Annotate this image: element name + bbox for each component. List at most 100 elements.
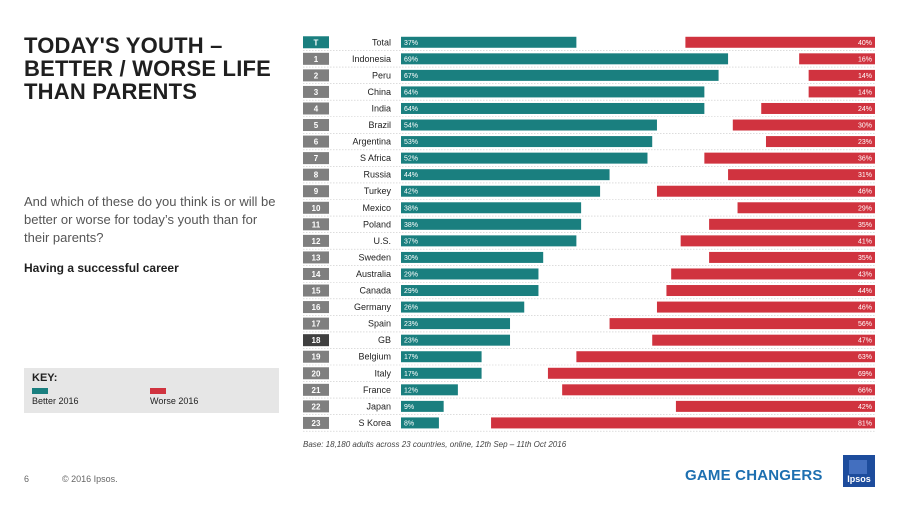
country-label: Argentina — [352, 137, 391, 147]
question-text: And which of these do you think is or wi… — [24, 194, 276, 245]
legend-key: KEY: Better 2016 Worse 2016 — [24, 368, 279, 413]
country-label: Germany — [354, 302, 392, 312]
country-label: Belgium — [358, 352, 391, 362]
rank-box — [303, 36, 329, 49]
rank-box — [303, 234, 329, 247]
worse-bar — [732, 119, 875, 131]
worse-bar — [680, 235, 875, 247]
worse-bar — [808, 69, 875, 81]
better-value-label: 38% — [404, 205, 418, 212]
page-title: TODAY'S YOUTH – BETTER / WORSE LIFE THAN… — [24, 33, 272, 104]
worse-bar — [799, 53, 875, 65]
country-label: Spain — [368, 319, 391, 329]
country-label: S Africa — [360, 153, 391, 163]
country-label: India — [371, 103, 391, 113]
game-changers-brand: GAME CHANGERS — [685, 467, 823, 484]
better-bar — [401, 152, 648, 164]
worse-bar — [671, 268, 875, 280]
worse-value-label: 42% — [858, 404, 872, 411]
better-value-label: 17% — [404, 371, 418, 378]
rank-label: 3 — [314, 88, 319, 97]
worse-value-label: 35% — [858, 222, 872, 229]
rank-box — [303, 201, 329, 214]
rank-box — [303, 69, 329, 82]
rank-label: 4 — [314, 104, 319, 113]
country-label: Turkey — [364, 186, 392, 196]
worse-value-label: 66% — [858, 387, 872, 394]
chart-subtitle: Having a successful career — [24, 261, 179, 275]
worse-value-label: 56% — [858, 321, 872, 328]
legend-swatch-worse — [150, 388, 166, 394]
worse-bar — [765, 136, 875, 148]
rank-box — [303, 350, 329, 363]
rank-label: 19 — [312, 353, 321, 362]
better-bar — [401, 86, 705, 98]
better-value-label: 64% — [404, 106, 418, 113]
better-bar — [401, 268, 539, 280]
worse-value-label: 29% — [858, 205, 872, 212]
rank-box — [303, 317, 329, 330]
worse-value-label: 43% — [858, 271, 872, 278]
better-value-label: 44% — [404, 172, 418, 179]
better-value-label: 53% — [404, 139, 418, 146]
rank-box — [303, 218, 329, 231]
country-label: France — [363, 385, 391, 395]
worse-bar — [652, 334, 875, 346]
country-label: Poland — [363, 219, 391, 229]
country-label: Italy — [374, 368, 391, 378]
better-bar — [401, 69, 719, 81]
better-bar — [401, 400, 444, 412]
better-value-label: 54% — [404, 123, 418, 130]
rank-box — [303, 85, 329, 98]
rank-box — [303, 185, 329, 198]
country-label: S Korea — [358, 418, 391, 428]
better-bar — [401, 185, 601, 197]
country-label: China — [367, 87, 391, 97]
better-bar — [401, 285, 539, 297]
better-bar — [401, 218, 582, 230]
rank-box — [303, 416, 329, 429]
worse-bar — [704, 152, 875, 164]
rank-box — [303, 334, 329, 347]
rank-label: 8 — [314, 171, 319, 180]
better-bar — [401, 351, 482, 363]
better-bar — [401, 334, 511, 346]
better-value-label: 12% — [404, 387, 418, 394]
rank-label: 11 — [312, 220, 321, 229]
worse-bar — [656, 185, 875, 197]
country-label: Brazil — [368, 120, 391, 130]
worse-bar — [761, 102, 875, 114]
legend-label-worse: Worse 2016 — [150, 396, 199, 406]
better-value-label: 9% — [404, 404, 414, 411]
ipsos-logo: Ipsos — [843, 455, 875, 487]
better-bar — [401, 136, 653, 148]
better-value-label: 17% — [404, 354, 418, 361]
rank-box — [303, 284, 329, 297]
logo-mark-icon — [849, 460, 867, 474]
rank-label: T — [314, 38, 319, 47]
better-value-label: 38% — [404, 222, 418, 229]
rank-box — [303, 135, 329, 148]
rank-label: 18 — [312, 336, 321, 345]
legend-label-better: Better 2016 — [32, 396, 79, 406]
worse-bar — [491, 417, 875, 429]
worse-bar — [737, 202, 875, 214]
better-value-label: 42% — [404, 189, 418, 196]
rank-label: 10 — [312, 204, 321, 213]
worse-value-label: 40% — [858, 40, 872, 47]
better-bar — [401, 384, 458, 396]
rank-label: 7 — [314, 154, 319, 163]
worse-value-label: 14% — [858, 89, 872, 96]
worse-bar — [709, 218, 875, 230]
better-bar — [401, 367, 482, 379]
country-label: Russia — [363, 170, 391, 180]
base-note: Base: 18,180 adults across 23 countries,… — [303, 440, 567, 449]
better-bar — [401, 36, 577, 48]
worse-bar — [609, 318, 875, 330]
worse-value-label: 24% — [858, 106, 872, 113]
rank-label: 2 — [314, 71, 319, 80]
worse-value-label: 44% — [858, 288, 872, 295]
rank-label: 23 — [312, 419, 321, 428]
better-bar — [401, 251, 544, 263]
better-value-label: 29% — [404, 271, 418, 278]
